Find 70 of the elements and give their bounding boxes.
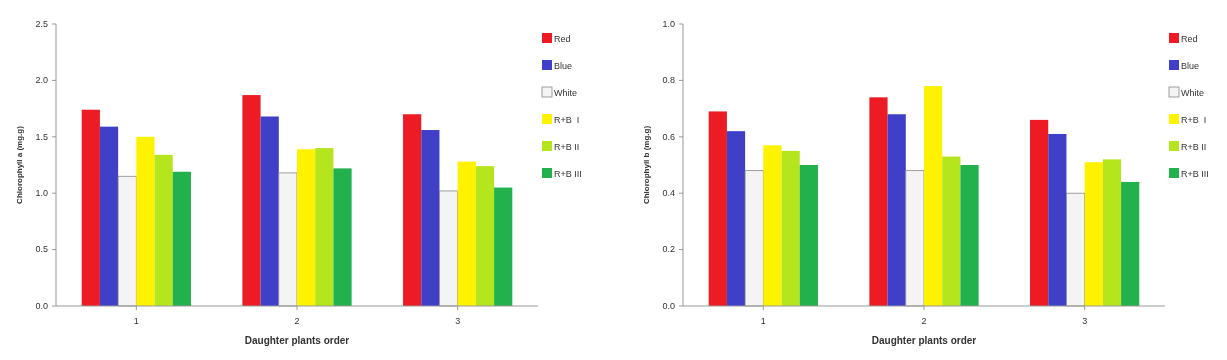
bar <box>1066 192 1086 307</box>
y-tick-label: 2.5 <box>35 18 48 29</box>
x-tick-label: 1 <box>760 316 766 326</box>
bar <box>924 86 943 306</box>
bar <box>172 171 191 306</box>
x-tick-label: 2 <box>294 316 300 326</box>
y-tick-label: 2.0 <box>35 75 48 86</box>
bar <box>333 168 352 306</box>
bar <box>726 131 746 306</box>
y-tick-label: 0.5 <box>35 244 48 255</box>
bar <box>278 172 298 307</box>
legend-label: Red <box>554 34 571 44</box>
y-axis-title: Chlorophyll b (mg.g) <box>642 125 651 205</box>
legend-label: R+B III <box>1181 169 1209 179</box>
y-axis-title: Chlorophyll a (mg.g) <box>15 125 24 204</box>
legend-label: White <box>1181 88 1205 98</box>
bar <box>708 111 727 306</box>
bar <box>799 165 818 306</box>
legend-label: White <box>554 88 578 98</box>
bar <box>154 154 173 306</box>
y-tick-label: 0.8 <box>662 75 675 86</box>
bar <box>781 150 800 306</box>
x-tick-label: 2 <box>921 316 927 326</box>
bar <box>297 149 316 306</box>
bar <box>242 95 261 306</box>
legend-label: Red <box>1181 34 1198 44</box>
y-tick-label: 0.0 <box>35 300 48 311</box>
bar <box>494 187 513 306</box>
y-tick-label: 1.5 <box>35 131 48 142</box>
x-axis-title: Daughter plants order <box>244 335 350 346</box>
legend-label: R+B II <box>1181 142 1207 152</box>
y-tick-label: 0.6 <box>662 131 675 142</box>
bar <box>1102 159 1122 306</box>
legend-label: Blue <box>554 61 573 71</box>
y-tick-label: 0.4 <box>662 188 675 199</box>
bar <box>1030 119 1049 306</box>
legend-label: R+B III <box>554 169 582 179</box>
bar <box>763 145 782 306</box>
x-axis-title: Daughter plants order <box>871 335 977 346</box>
x-tick-label: 3 <box>455 316 461 326</box>
legend-label: R+B I <box>554 115 580 125</box>
bar <box>1084 162 1103 306</box>
legend-label: Blue <box>1181 61 1200 71</box>
bar <box>136 136 155 306</box>
y-tick-label: 1.0 <box>35 188 48 199</box>
bar <box>1121 181 1140 306</box>
legend-label: R+B I <box>1181 115 1207 125</box>
bar <box>421 130 440 306</box>
y-tick-label: 0.2 <box>662 244 675 255</box>
y-tick-label: 1.0 <box>662 18 675 29</box>
bar <box>905 170 925 307</box>
bar <box>315 148 334 306</box>
legend-label: R+B II <box>554 142 580 152</box>
y-tick-label: 0.0 <box>662 300 675 311</box>
x-tick-label: 3 <box>1082 316 1088 326</box>
bar <box>475 166 495 306</box>
bar <box>439 190 459 307</box>
bar <box>260 116 279 306</box>
bar <box>1048 133 1067 306</box>
bar <box>457 161 476 306</box>
bar <box>887 114 906 306</box>
bar <box>869 97 888 306</box>
bar <box>81 109 100 306</box>
bar <box>942 156 961 306</box>
bar <box>117 175 137 307</box>
bar <box>960 165 979 306</box>
x-tick-label: 1 <box>133 316 139 326</box>
bar <box>99 126 119 306</box>
bar <box>744 170 764 307</box>
bar <box>403 114 422 306</box>
